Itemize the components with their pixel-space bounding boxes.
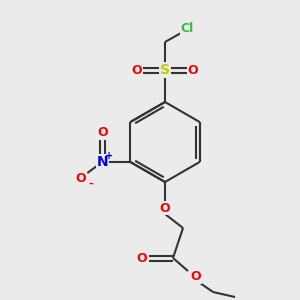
Text: O: O bbox=[188, 64, 198, 76]
Text: O: O bbox=[160, 202, 170, 214]
Text: N: N bbox=[97, 155, 108, 169]
Text: -: - bbox=[88, 179, 93, 189]
Text: O: O bbox=[132, 64, 142, 76]
Text: O: O bbox=[191, 271, 201, 284]
Text: O: O bbox=[75, 172, 86, 184]
Text: O: O bbox=[137, 251, 147, 265]
Text: Cl: Cl bbox=[180, 22, 194, 34]
Text: S: S bbox=[160, 63, 170, 77]
Text: O: O bbox=[97, 127, 108, 140]
Text: +: + bbox=[105, 151, 113, 161]
